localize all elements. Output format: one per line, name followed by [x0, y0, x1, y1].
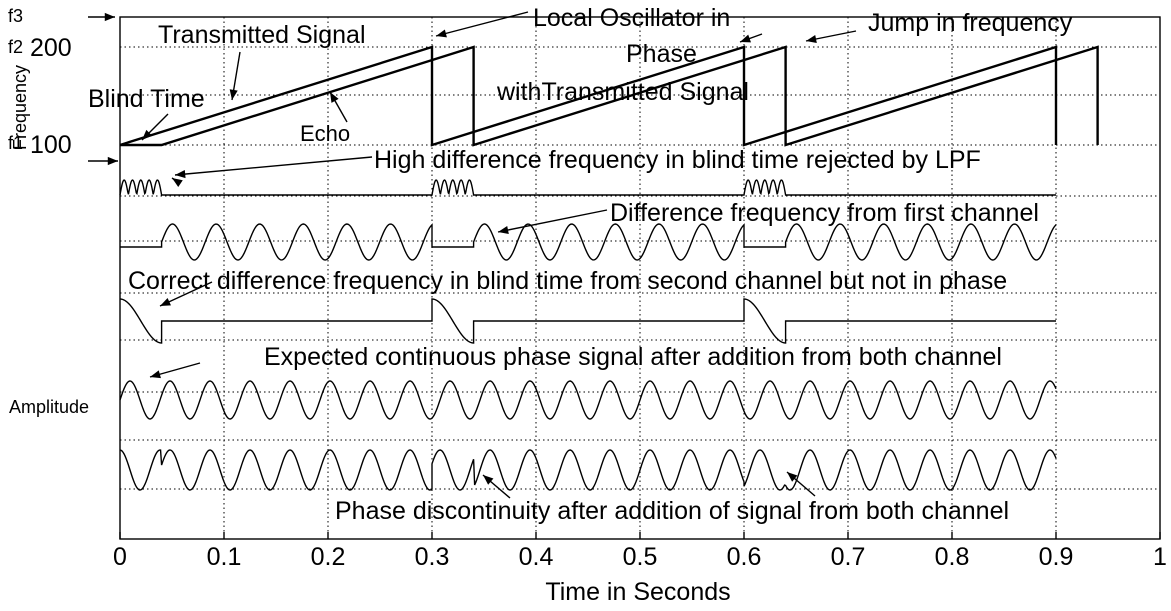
- arrow-blind-time-head: [142, 129, 153, 140]
- annotation-arrows: [88, 11, 857, 499]
- freq-tick-200: 200: [30, 34, 72, 62]
- series-second-channel: [119, 298, 1056, 344]
- arrow-high-diff-head: [175, 170, 186, 179]
- annotation-high-difference: High difference frequency in blind time …: [374, 146, 981, 174]
- arrow-expected-head: [150, 370, 161, 379]
- arrow-transmitted-head: [229, 89, 238, 100]
- arrow-phase-head: [740, 34, 751, 43]
- traces: [119, 45, 1099, 491]
- x-tick-label: 0.6: [727, 543, 762, 571]
- x-tick-label: 0.9: [1039, 543, 1074, 571]
- x-tick-label: 0.7: [831, 543, 866, 571]
- arrow-local-oscillator: [435, 11, 529, 37]
- annotation-echo: Echo: [300, 121, 350, 146]
- freq-tick-100: 100: [30, 131, 72, 159]
- freq-tick-f1-prefix: f1: [8, 133, 23, 153]
- x-axis-label: Time in Seconds: [545, 578, 730, 606]
- x-tick-label: 0.3: [415, 543, 450, 571]
- annotation-blind-time: Blind Time: [88, 85, 205, 113]
- arrow-high-diff: [174, 156, 373, 176]
- x-tick-label: 0.5: [623, 543, 658, 571]
- x-tick-label: 0.1: [207, 543, 242, 571]
- arrow-discontinuity-2-head: [787, 472, 798, 482]
- series-phase-discontinuity: [119, 449, 1057, 491]
- x-tick-labels: 0 0.1 0.2 0.3 0.4 0.5 0.6 0.7 0.8 0.9 1: [113, 532, 1167, 571]
- x-tick-label: 0.8: [935, 543, 970, 571]
- annotation-transmitted-signal: Transmitted Signal: [158, 21, 366, 49]
- annotation-local-oscillator: Local Oscillator in: [533, 4, 730, 32]
- annotation-jump-in-frequency: Jump in frequency: [868, 9, 1073, 37]
- arrow-diff-first-head: [498, 225, 509, 234]
- arrow-local-oscillator-head: [436, 29, 447, 38]
- annotation-with-transmitted: withTransmitted Signal: [496, 78, 749, 106]
- arrow-diff-first: [497, 209, 608, 233]
- x-tick-label: 1: [1153, 543, 1167, 571]
- x-tick-label: 0.4: [519, 543, 554, 571]
- series-transmitted-signal: [119, 45, 1058, 147]
- arrow-f1-head: [107, 156, 118, 166]
- arrow-correct-diff-head: [160, 298, 171, 306]
- annotation-phase: Phase: [626, 40, 697, 68]
- annotation-phase-discontinuity: Phase discontinuity after addition of si…: [335, 497, 1009, 525]
- series-high-difference: [119, 179, 1056, 196]
- arrow-jump-head: [806, 34, 817, 43]
- series-echo: [120, 45, 1099, 147]
- freq-tick-f2-prefix: f2: [8, 37, 23, 57]
- x-tick-label: 0: [113, 543, 127, 571]
- annotation-expected-continuous: Expected continuous phase signal after a…: [264, 343, 1002, 371]
- frequency-tick-labels: f3 f2 200 f1 100: [8, 6, 72, 159]
- y-axis-label-frequency: Frequency: [10, 65, 30, 150]
- freq-tick-f3: f3: [8, 6, 23, 26]
- annotations: Transmitted Signal Local Oscillator in P…: [88, 4, 1073, 525]
- annotation-correct-difference: Correct difference frequency in blind ti…: [128, 267, 1007, 295]
- series-difference-first: [120, 223, 1057, 261]
- arrow-discontinuity-1-head: [483, 475, 494, 485]
- x-tick-label: 0.2: [311, 543, 346, 571]
- arrow-echo-head: [330, 92, 339, 103]
- annotation-difference-first: Difference frequency from first channel: [610, 199, 1039, 227]
- series-expected-continuous: [119, 380, 1057, 420]
- y-axis-label-amplitude: Amplitude: [9, 397, 89, 417]
- arrow-high-diff-2-head: [172, 178, 183, 188]
- arrow-f3-head: [104, 12, 115, 22]
